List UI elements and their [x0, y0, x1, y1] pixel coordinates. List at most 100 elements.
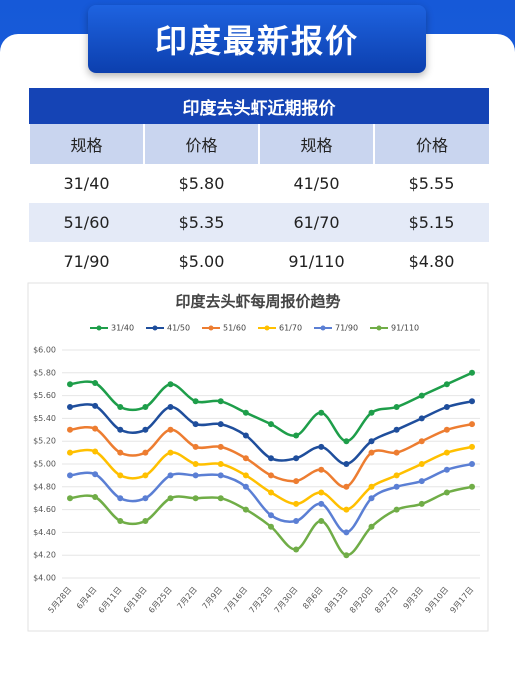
- y-tick-label: $5.60: [33, 391, 56, 400]
- point: [142, 449, 149, 456]
- price-table: 印度去头虾近期报价 规格 价格 规格 价格 31/40 $5.80 41/50 …: [28, 88, 489, 281]
- point: [92, 380, 99, 387]
- y-tick-label: $4.20: [33, 551, 56, 560]
- point: [318, 500, 325, 507]
- cell: 51/60: [29, 203, 144, 242]
- page: {"header": {"title": "印度最新报价"}, "table":…: [0, 0, 515, 660]
- point: [343, 461, 350, 467]
- cell: $4.80: [408, 252, 455, 271]
- point: [343, 483, 350, 490]
- column-header: 规格: [258, 124, 374, 164]
- point: [443, 466, 450, 473]
- chart-frame: [27, 282, 489, 632]
- point: [142, 495, 149, 502]
- point: [217, 421, 224, 428]
- point: [293, 432, 300, 439]
- point: [217, 461, 224, 467]
- legend-label: 51/60: [223, 324, 246, 333]
- legend-marker: [376, 325, 382, 331]
- y-tick-label: $5.20: [33, 437, 56, 446]
- point: [343, 552, 350, 559]
- point: [92, 425, 99, 432]
- y-tick-label: $5.40: [33, 414, 56, 423]
- cell: 31/40: [63, 174, 110, 193]
- point: [192, 398, 199, 405]
- chart: 印度去头虾每周报价趋势 $4.00 $4.20 $4.40 $4.60 $4.80 $5.…: [27, 282, 489, 632]
- point: [418, 500, 425, 507]
- legend-marker: [320, 325, 326, 331]
- point: [393, 426, 400, 433]
- point: [393, 472, 400, 479]
- point: [242, 409, 249, 416]
- point: [142, 472, 149, 479]
- point: [268, 455, 274, 462]
- point: [67, 426, 73, 433]
- y-tick-label: $4.60: [33, 505, 56, 514]
- legend-label: 41/50: [167, 324, 190, 333]
- cell: 61/70: [259, 203, 374, 242]
- point: [117, 495, 124, 502]
- point: [318, 466, 325, 473]
- point: [443, 381, 450, 388]
- y-tick-label: $5.00: [33, 460, 56, 469]
- point: [217, 398, 224, 405]
- point: [343, 438, 350, 445]
- legend-label: 61/70: [279, 324, 302, 333]
- point: [418, 461, 425, 467]
- point: [469, 443, 475, 450]
- point: [393, 483, 400, 490]
- point: [293, 455, 300, 462]
- point: [293, 518, 300, 524]
- point: [418, 438, 425, 445]
- point: [443, 404, 450, 410]
- point: [67, 495, 73, 502]
- cell: $5.35: [144, 203, 259, 242]
- y-tick-label: $6.00: [33, 346, 56, 355]
- point: [443, 489, 450, 496]
- point: [117, 426, 124, 433]
- point: [393, 449, 400, 456]
- point: [192, 495, 199, 502]
- point: [142, 518, 149, 524]
- point: [443, 449, 450, 456]
- point: [368, 409, 375, 416]
- column-header: 价格: [373, 124, 489, 164]
- column-header: 规格: [28, 124, 144, 164]
- point: [469, 398, 475, 405]
- point: [343, 529, 350, 536]
- point: [67, 449, 73, 456]
- point: [368, 523, 375, 530]
- point: [242, 506, 249, 513]
- point: [242, 455, 249, 462]
- point: [167, 449, 174, 456]
- point: [418, 478, 425, 485]
- point: [92, 494, 99, 501]
- point: [217, 495, 224, 502]
- point: [469, 369, 475, 376]
- point: [318, 489, 325, 496]
- cell: $5.55: [408, 174, 455, 193]
- point: [142, 404, 149, 410]
- point: [443, 426, 450, 433]
- point: [192, 421, 199, 428]
- point: [318, 409, 325, 416]
- legend-label: 91/110: [391, 324, 419, 333]
- point: [393, 506, 400, 513]
- point: [368, 483, 375, 490]
- point: [418, 392, 425, 399]
- point: [117, 404, 124, 410]
- y-tick-label: $5.80: [33, 368, 56, 377]
- point: [318, 443, 325, 450]
- table-title: 印度去头虾近期报价: [29, 88, 489, 124]
- point: [92, 448, 99, 455]
- cell: $5.00: [178, 252, 225, 271]
- point: [117, 518, 124, 524]
- point: [268, 512, 274, 519]
- y-tick-label: $4.80: [33, 482, 56, 491]
- point: [469, 483, 475, 490]
- legend-marker: [96, 325, 102, 331]
- point: [368, 449, 375, 456]
- point: [293, 500, 300, 507]
- point: [368, 495, 375, 502]
- point: [92, 402, 99, 409]
